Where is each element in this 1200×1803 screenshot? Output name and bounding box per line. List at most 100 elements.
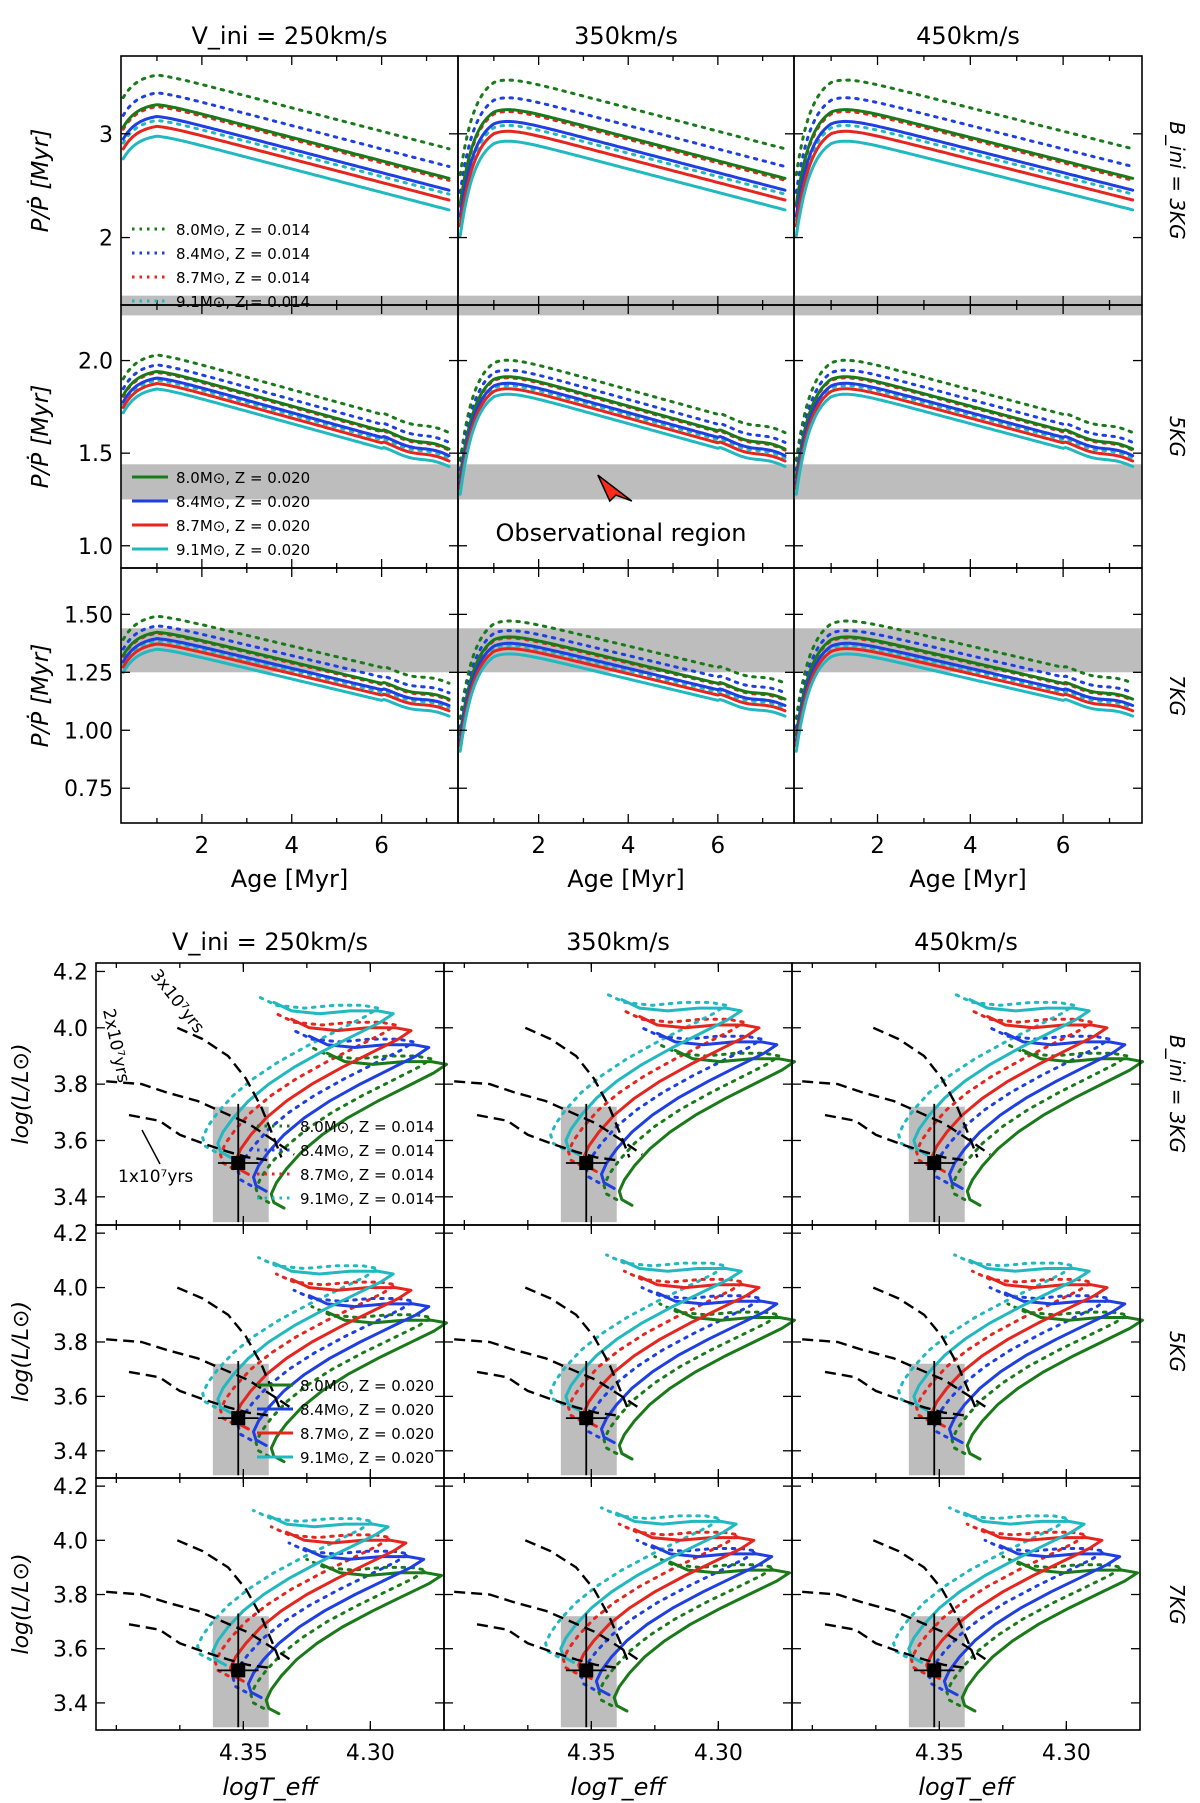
period-curve	[121, 647, 451, 718]
isochrone-line	[802, 1338, 991, 1411]
evolutionary-track	[211, 1514, 390, 1667]
period-curve	[794, 358, 1135, 462]
evolutionary-track	[216, 1261, 395, 1415]
period-curve	[121, 370, 451, 451]
isochrone-annotation: 3x10⁷yrs	[146, 966, 208, 1038]
evolutionary-track	[196, 1509, 375, 1661]
y-tick-label: 3.4	[53, 1692, 88, 1717]
y-tick-label: 4.0	[53, 1529, 88, 1554]
x-tick-label: 4.30	[1042, 1741, 1091, 1766]
period-curve	[121, 387, 451, 468]
period-curve	[121, 118, 451, 196]
observational-region-band	[458, 464, 794, 500]
y-tick-label: 1.50	[64, 603, 113, 628]
legend-label: 9.1M⊙, Z = 0.014	[176, 293, 310, 311]
y-axis-label: P/Ṗ [Myr]	[26, 644, 54, 748]
evolutionary-track	[264, 1563, 443, 1716]
y-tick-label: 4.2	[53, 1475, 88, 1500]
isochrone-annotation: 2x10⁷yrs	[98, 1007, 133, 1085]
legend-label: 8.4M⊙, Z = 0.014	[300, 1142, 434, 1160]
evolutionary-track	[602, 1302, 781, 1455]
column-title: V_ini = 250km/s	[172, 928, 368, 956]
row-label: 5KG	[1165, 1331, 1189, 1372]
evolutionary-track	[960, 1560, 1139, 1713]
y-tick-label: 1.00	[64, 719, 113, 744]
period-curve	[458, 139, 787, 238]
x-tick-label: 4.35	[219, 1741, 268, 1766]
y-tick-label: 4.0	[53, 1277, 88, 1302]
x-tick-label: 2	[531, 833, 546, 859]
period-curve	[121, 353, 451, 435]
period-panel-r0-c1	[457, 55, 795, 316]
evolutionary-track	[219, 1012, 398, 1171]
legend-label: 8.7M⊙, Z = 0.020	[176, 517, 310, 535]
period-curve	[121, 376, 451, 458]
evolutionary-track	[549, 1253, 728, 1406]
observational-region-band	[458, 628, 794, 673]
isochrone-line	[802, 1590, 991, 1664]
evolutionary-track	[549, 992, 728, 1151]
x-tick-label: 6	[374, 833, 389, 859]
y-tick-label: 4.0	[53, 1017, 88, 1042]
hr-panel-r2-c0: 4.35 4.30 3.4 3.6 3.8 4.0 4.2	[53, 1475, 445, 1766]
period-curve	[794, 139, 1135, 238]
legend: 8.0M⊙, Z = 0.020 8.4M⊙, Z = 0.020 8.7M⊙, Z…	[132, 469, 310, 559]
period-curve	[794, 368, 1135, 472]
period-curve	[794, 641, 1135, 743]
isochrone-line	[454, 1338, 643, 1411]
evolutionary-track	[948, 1031, 1127, 1190]
legend: 8.0M⊙, Z = 0.020 8.4M⊙, Z = 0.020 8.7M⊙, Z…	[257, 1377, 434, 1467]
isochrone-line	[128, 1113, 269, 1162]
period-curve	[458, 78, 787, 177]
evolutionary-track	[252, 1034, 431, 1193]
evolutionary-track	[948, 1291, 1127, 1445]
y-tick-label: 3.8	[53, 1584, 88, 1609]
x-axis-label: Age [Myr]	[231, 865, 349, 893]
legend-label: 8.7M⊙, Z = 0.014	[176, 269, 310, 287]
observed-star-marker	[927, 1156, 942, 1171]
isochrone-line	[524, 1286, 631, 1414]
row-label: 7KG	[1165, 1583, 1189, 1624]
period-curve	[458, 384, 787, 487]
observed-star-marker	[927, 1411, 942, 1426]
period-curve	[121, 105, 451, 182]
observed-star-marker	[231, 1663, 246, 1678]
y-tick-label: 0.75	[64, 777, 113, 802]
x-tick-label: 4	[963, 833, 978, 859]
period-curve	[458, 643, 787, 745]
period-curve	[794, 652, 1135, 753]
y-tick-label: 4.2	[53, 1222, 88, 1247]
period-curve	[458, 647, 787, 748]
period-panel-r2-c2: 2 4 6	[793, 567, 1143, 859]
legend: 8.0M⊙, Z = 0.014 8.4M⊙, Z = 0.014 8.7M⊙, Z…	[132, 221, 310, 311]
period-curve	[458, 381, 787, 485]
evolutionary-track	[561, 1522, 741, 1675]
period-curve	[458, 110, 787, 208]
y-tick-label: 3.6	[53, 1129, 88, 1154]
hr-panel-r2-c2: 4.35 4.30	[791, 1477, 1141, 1766]
x-tick-label: 2	[195, 833, 210, 859]
x-axis-label: logT_eff	[918, 1773, 1016, 1801]
isochrone-annotation: 1x10⁷yrs	[118, 1167, 193, 1187]
y-tick-label: 2	[99, 227, 113, 252]
y-tick-label: 1.0	[78, 535, 113, 560]
legend: 8.0M⊙, Z = 0.014 8.4M⊙, Z = 0.014 8.7M⊙, Z…	[257, 1118, 434, 1208]
evolutionary-track	[254, 1305, 433, 1458]
period-curve	[121, 378, 451, 460]
isochrone-line	[476, 1370, 617, 1417]
row-label: B_ini = 3KG	[1165, 1035, 1189, 1153]
x-axis-label: Age [Myr]	[567, 865, 685, 893]
evolutionary-track	[600, 1031, 779, 1190]
legend-label: 8.4M⊙, Z = 0.014	[176, 245, 310, 263]
evolutionary-track	[594, 1544, 774, 1697]
period-panel-r0-c0: 23	[99, 55, 459, 316]
y-axis-label: log(L/L⊙)	[9, 1553, 34, 1654]
period-curve	[794, 384, 1135, 487]
isochrone-line	[824, 1623, 965, 1669]
isochrone-line	[824, 1370, 965, 1417]
hr-panel-r0-c1	[443, 962, 796, 1226]
y-tick-label: 4.2	[53, 960, 88, 985]
annotation-arrow	[141, 1129, 161, 1165]
isochrone-line	[106, 1338, 295, 1411]
